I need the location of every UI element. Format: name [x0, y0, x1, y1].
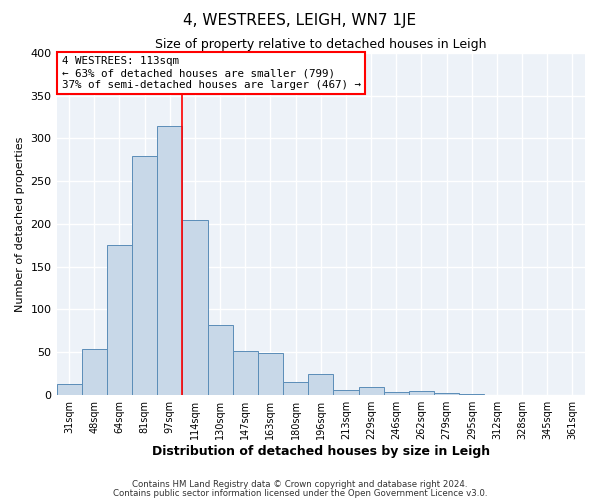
- X-axis label: Distribution of detached houses by size in Leigh: Distribution of detached houses by size …: [152, 444, 490, 458]
- Bar: [107, 245, 132, 394]
- Bar: [182, 220, 208, 394]
- Bar: [308, 374, 334, 394]
- Text: Contains HM Land Registry data © Crown copyright and database right 2024.: Contains HM Land Registry data © Crown c…: [132, 480, 468, 489]
- Bar: [334, 390, 359, 394]
- Bar: [434, 393, 459, 394]
- Bar: [208, 324, 233, 394]
- Bar: [283, 382, 308, 394]
- Bar: [383, 392, 409, 394]
- Text: 4, WESTREES, LEIGH, WN7 1JE: 4, WESTREES, LEIGH, WN7 1JE: [184, 12, 416, 28]
- Bar: [233, 351, 258, 395]
- Bar: [56, 384, 82, 394]
- Bar: [132, 156, 157, 394]
- Bar: [258, 353, 283, 395]
- Text: 4 WESTREES: 113sqm
← 63% of detached houses are smaller (799)
37% of semi-detach: 4 WESTREES: 113sqm ← 63% of detached hou…: [62, 56, 361, 90]
- Text: Contains public sector information licensed under the Open Government Licence v3: Contains public sector information licen…: [113, 488, 487, 498]
- Bar: [359, 387, 383, 394]
- Y-axis label: Number of detached properties: Number of detached properties: [15, 136, 25, 312]
- Bar: [82, 350, 107, 395]
- Bar: [409, 392, 434, 394]
- Title: Size of property relative to detached houses in Leigh: Size of property relative to detached ho…: [155, 38, 487, 51]
- Bar: [157, 126, 182, 394]
